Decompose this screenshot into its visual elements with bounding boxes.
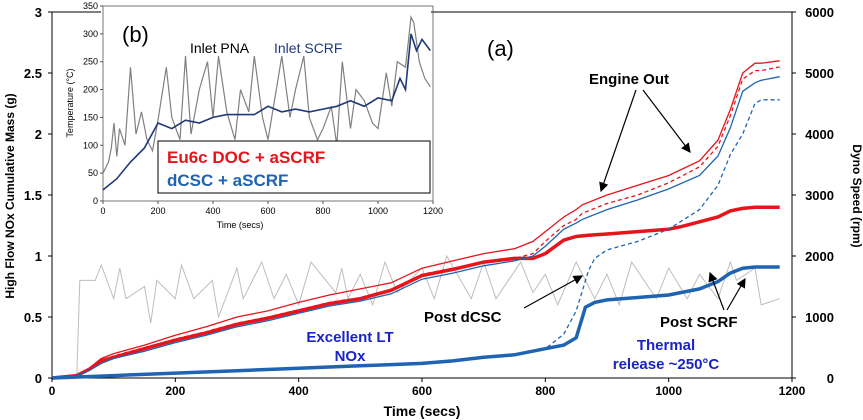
y-right-tick-label: 5000 [805,66,834,81]
x-axis-label: Time (secs) [384,403,461,419]
panel-label-b: (b) [122,22,149,47]
y-right-tick-label: 4000 [805,127,834,142]
x-tick-label: 600 [412,384,432,398]
arrow-engine-out-2 [642,89,691,153]
y-left-tick-label: 2 [35,127,42,142]
series-line-thin-3 [51,76,780,379]
inset-series-pna [102,15,431,174]
inset-y-tick-label: 150 [83,112,98,122]
arrow-engine-out-1 [599,89,637,193]
inset-y-label: Temperature (°C) [65,68,75,137]
inset-x-tick-label: 800 [315,206,330,216]
y-right-tick-label: 3000 [805,188,834,203]
inset-y-tick-label: 0 [93,196,98,206]
dyno-speed-layer [52,254,780,379]
x-tick-label: 0 [49,384,56,398]
y-left-tick-label: 0 [35,371,42,386]
inset-x-label: Time (secs) [217,220,264,230]
inset-series-scrf [102,33,431,191]
y-left-tick-label: 3 [35,5,42,20]
inset-x-tick-label: 400 [205,206,220,216]
series-line-thick-2 [51,205,780,380]
arrow-post-dcsc [523,275,584,309]
dyno-speed-line [52,254,780,379]
annotation-excellent-lt-line1: Excellent LT [306,329,393,346]
y-right-tick-label: 2000 [805,249,834,264]
y-left-tick-label: 1 [35,249,42,264]
inset-x-tick-label: 1200 [423,206,443,216]
main-series-layer [51,60,780,380]
y-right-tick-label: 0 [827,371,834,386]
x-tick-label: 800 [535,384,555,398]
inset-y-tick-label: 50 [88,168,98,178]
inset-axis-ticks: 0 200 400 600 800 1000 1200 0 50 100 150 200 250 300 3… [83,1,443,216]
y-left-tick-label: 1.5 [24,188,42,203]
inset-x-tick-label: 1000 [368,206,388,216]
arrow-post-scrf-1 [708,271,725,311]
inset-y-tick-label: 350 [83,1,98,11]
series-line-thin-0 [51,60,780,379]
annotation-engine-out: Engine Out [589,71,669,88]
x-tick-label: 200 [165,384,185,398]
y-left-tick-label: 2.5 [24,66,42,81]
inset-y-tick-label: 300 [83,29,98,39]
x-tick-label: 1000 [655,384,682,398]
legend-entry-eu6c: Eu6c DOC + aSCRF [167,148,325,167]
legend-entry-dcsc: dCSC + aSCRF [167,171,288,190]
inset-x-tick-label: 200 [150,206,165,216]
y-right-tick-label: 1000 [805,310,834,325]
inset-x-tick-label: 600 [260,206,275,216]
y-right-tick-label: 6000 [805,5,834,20]
inset-y-tick-label: 200 [83,85,98,95]
arrow-post-scrf-2 [726,277,746,311]
series-line-thick-5 [51,265,780,380]
legend-box [157,140,431,194]
x-tick-label: 400 [289,384,309,398]
inset-y-tick-label: 100 [83,140,98,150]
y-axis-right-label: Dyno Speed (rpm) [850,144,863,247]
annotation-thermal-line1: Thermal [637,337,695,354]
y-axis-left-label: High Flow NOx Cumulative Mass (g) [3,93,17,298]
y-left-tick-label: 0.5 [24,310,42,325]
annotation-post-scrf: Post SCRF [660,314,738,331]
inset-x-tick-label: 0 [100,206,105,216]
panel-label-a: (a) [487,36,514,61]
inset-series-layer [102,15,431,191]
x-tick-label: 1200 [779,384,806,398]
annotation-post-dcsc: Post dCSC [424,309,502,326]
inset-label-pna: Inlet PNA [190,40,250,56]
inset-y-tick-label: 250 [83,57,98,67]
inset-label-scrf: Inlet SCRF [274,40,342,56]
main-axis-ticks: 0 200 400 600 800 1000 120000.511.522.53010002… [24,5,834,398]
annotation-thermal-line2: release ~250°C [613,356,720,373]
annotation-excellent-lt-line2: NOx [335,348,367,365]
